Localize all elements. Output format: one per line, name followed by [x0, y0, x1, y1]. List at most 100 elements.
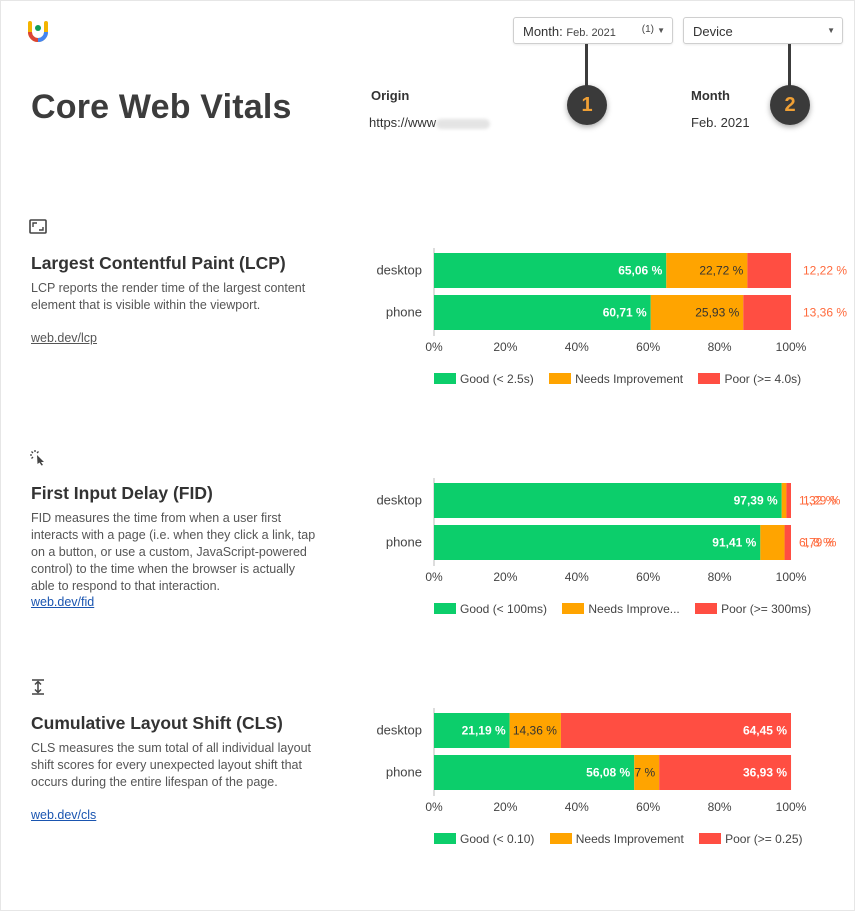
month-filter-dropdown[interactable]: Month: Feb. 2021 (1) ▼ [513, 17, 673, 44]
x-tick-label: 80% [708, 570, 732, 584]
x-tick-label: 0% [425, 570, 443, 584]
bar-segment[interactable] [784, 525, 791, 560]
bar-segment[interactable] [434, 713, 510, 748]
bar-segment[interactable] [743, 295, 791, 330]
callout-badge-2: 2 [770, 85, 810, 125]
category-label: phone [386, 535, 422, 550]
data-label: 56,08 % [586, 766, 630, 780]
bar-segment[interactable] [560, 713, 791, 748]
lcp-link[interactable]: web.dev/lcp [31, 331, 98, 345]
data-label: 91,41 % [712, 536, 756, 550]
month-heading: Month [691, 88, 730, 103]
data-label: 97,39 % [734, 494, 778, 508]
legend-poor: Poor (>= 0.25) [699, 832, 803, 846]
bar-segment[interactable] [634, 755, 660, 790]
fid-legend: Good (< 100ms) Needs Improve... Poor (>=… [434, 602, 823, 616]
x-tick-label: 60% [636, 800, 660, 814]
bar-segment[interactable] [781, 483, 787, 518]
month-filter-count: (1) [641, 24, 654, 35]
month-value: Feb. 2021 [691, 115, 750, 130]
category-label: phone [386, 765, 422, 780]
device-filter-dropdown[interactable]: Device ▼ [683, 17, 843, 44]
x-tick-label: 100% [776, 570, 807, 584]
data-label: 7 % [635, 766, 656, 780]
data-label: 36,93 % [743, 766, 787, 780]
bar-segment[interactable] [509, 713, 561, 748]
x-tick-label: 0% [425, 340, 443, 354]
redacted-url-blur [436, 118, 491, 129]
legend-good: Good (< 2.5s) [434, 372, 534, 386]
bar-segment[interactable] [666, 253, 748, 288]
legend-needs-improvement: Needs Improve... [562, 602, 680, 616]
origin-value: https://www [369, 115, 491, 130]
legend-poor: Poor (>= 300ms) [695, 602, 811, 616]
data-label: 64,45 % [743, 724, 787, 738]
lcp-title: Largest Contentful Paint (LCP) [31, 253, 286, 273]
x-tick-label: 40% [565, 340, 589, 354]
x-tick-label: 60% [636, 340, 660, 354]
x-tick-label: 20% [493, 570, 517, 584]
data-label: 1,29 % [803, 494, 841, 508]
fid-chart-svg: desktop 97,39 % 1,32 %1,29 % phone 91,41 % 6,… [376, 478, 841, 584]
lcp-description: LCP reports the render time of the large… [31, 281, 306, 312]
fid-link[interactable]: web.dev/fid [31, 595, 95, 609]
bar-segment[interactable] [760, 525, 785, 560]
fid-title: First Input Delay (FID) [31, 483, 213, 503]
legend-poor: Poor (>= 4.0s) [698, 372, 801, 386]
bar-segment[interactable] [659, 755, 792, 790]
lcp-frame-icon [29, 219, 47, 234]
page-title: Core Web Vitals [31, 88, 292, 126]
bar-segment[interactable] [434, 253, 667, 288]
cursor-click-icon [30, 450, 44, 466]
legend-needs-improvement: Needs Improvement [549, 372, 683, 386]
bar-segment[interactable] [434, 295, 651, 330]
fid-chart: desktop 97,39 % 1,32 % 1,29 % phone 91,41 % 6,… [350, 470, 850, 680]
legend-good: Good (< 0.10) [434, 832, 534, 846]
layout-shift-icon [32, 679, 44, 695]
data-label: 60,71 % [603, 306, 647, 320]
cls-link[interactable]: web.dev/cls [31, 808, 97, 822]
data-label: 12,22 % [803, 264, 847, 278]
bar-segment[interactable] [434, 525, 761, 560]
x-tick-label: 20% [493, 340, 517, 354]
bar-segment[interactable] [786, 483, 791, 518]
category-label: desktop [376, 723, 422, 738]
x-tick-label: 40% [565, 570, 589, 584]
bar-segment[interactable] [650, 295, 744, 330]
cls-description: CLS measures the sum total of all indivi… [31, 741, 312, 789]
bar-segment[interactable] [434, 483, 782, 518]
callout-badge-1: 1 [567, 85, 607, 125]
x-tick-label: 80% [708, 800, 732, 814]
legend-needs-improvement: Needs Improvement [549, 832, 684, 846]
origin-heading: Origin [371, 88, 410, 103]
cls-chart: desktop 21,19 % 14,36 % 64,45 % phone 56,08 %… [350, 700, 850, 910]
data-label: 1,32 % [799, 494, 837, 508]
lcp-legend: Good (< 2.5s) Needs Improvement Poor (>=… [434, 372, 813, 386]
callout-line-2 [788, 44, 791, 92]
bar-segment[interactable] [747, 253, 791, 288]
x-tick-label: 80% [708, 340, 732, 354]
legend-good: Good (< 100ms) [434, 602, 547, 616]
callout-line-1 [585, 44, 588, 92]
data-label: 21,19 % [462, 724, 506, 738]
cls-legend: Good (< 0.10) Needs Improvement Poor (>=… [434, 832, 815, 846]
lcp-chart: desktop 65,06 % 22,72 % 12,22 % phone 60,71 %… [350, 240, 850, 450]
data-label: 13,36 % [803, 306, 847, 320]
month-filter-label: Month: Feb. 2021 [523, 24, 616, 39]
x-tick-label: 100% [776, 800, 807, 814]
device-filter-label: Device [693, 24, 733, 39]
category-label: phone [386, 305, 422, 320]
data-label: 14,36 % [513, 724, 557, 738]
lcp-chart-svg: desktop 65,06 % 22,72 % 12,22 % phone 60,71 %… [376, 248, 847, 354]
bar-segment[interactable] [434, 755, 635, 790]
fid-description: FID measures the time from when a user f… [31, 511, 316, 593]
looker-studio-logo [28, 21, 48, 42]
data-label: 6,79 % [799, 536, 837, 550]
data-label: 25,93 % [695, 306, 739, 320]
x-tick-label: 0% [425, 800, 443, 814]
category-label: desktop [376, 263, 422, 278]
data-label: 1,8 % [803, 536, 834, 550]
x-tick-label: 100% [776, 340, 807, 354]
x-tick-label: 60% [636, 570, 660, 584]
cls-chart-svg: desktop 21,19 % 14,36 % 64,45 % phone 56,08 %… [376, 708, 807, 814]
